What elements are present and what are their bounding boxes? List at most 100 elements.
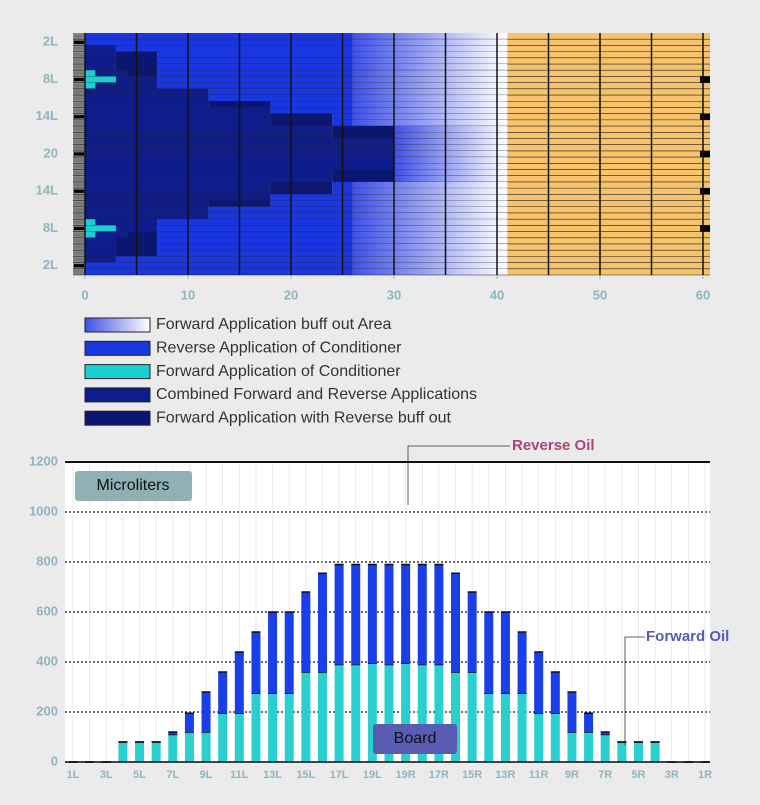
segment bbox=[157, 64, 353, 71]
gutter-mark bbox=[74, 164, 84, 169]
bar-segment bbox=[284, 612, 294, 694]
gutter-mark bbox=[74, 84, 84, 88]
legend-swatch bbox=[84, 410, 151, 426]
gutter-mark bbox=[74, 34, 84, 38]
segment bbox=[85, 237, 116, 244]
segment bbox=[352, 82, 508, 89]
segment bbox=[85, 70, 96, 77]
y-tick-label: 800 bbox=[36, 553, 58, 568]
gutter-mark bbox=[74, 177, 84, 181]
callout-line bbox=[407, 445, 510, 505]
segment bbox=[270, 188, 333, 195]
gutter-mark bbox=[74, 152, 84, 156]
x-tick-label: 0 bbox=[81, 287, 88, 302]
gutter-mark bbox=[74, 214, 84, 218]
segment bbox=[85, 256, 116, 263]
bar-segment bbox=[584, 713, 594, 732]
bar-segment bbox=[451, 672, 461, 762]
legend-label: Forward Application with Reverse buff ou… bbox=[156, 409, 452, 426]
gutter-mark bbox=[74, 264, 84, 268]
segment bbox=[85, 126, 333, 133]
gutter-mark bbox=[74, 71, 84, 75]
bar-segment bbox=[218, 672, 228, 714]
gutter-mark bbox=[74, 183, 84, 187]
segment bbox=[270, 200, 353, 207]
bar-segment bbox=[484, 693, 494, 762]
gutter-mark bbox=[74, 239, 84, 243]
arrow-mark bbox=[700, 113, 710, 120]
bar-segment bbox=[218, 713, 228, 762]
gutter-mark bbox=[74, 226, 84, 231]
segment bbox=[352, 33, 508, 40]
gutter-mark bbox=[74, 65, 84, 69]
gutter-mark bbox=[74, 208, 84, 212]
segment bbox=[85, 101, 209, 108]
y-tick-label: 20 bbox=[44, 145, 58, 160]
segment bbox=[332, 175, 394, 182]
segment bbox=[332, 132, 394, 139]
bar-segment bbox=[550, 672, 560, 714]
gutter-mark bbox=[74, 158, 84, 162]
bar-segment bbox=[168, 734, 178, 762]
segment bbox=[85, 119, 271, 127]
segment bbox=[352, 57, 508, 65]
segment bbox=[157, 76, 353, 83]
bar-segment bbox=[600, 734, 610, 762]
segment bbox=[208, 212, 353, 220]
gutter-mark bbox=[74, 189, 84, 193]
y-tick-label: 8L bbox=[43, 220, 58, 235]
segment bbox=[85, 95, 209, 102]
segment bbox=[85, 212, 209, 220]
segment bbox=[352, 113, 508, 120]
callout-line bbox=[624, 636, 645, 745]
y-tick-label: 600 bbox=[36, 603, 58, 618]
bar-segment bbox=[251, 632, 261, 694]
segment bbox=[270, 107, 353, 114]
y-tick-label: 14L bbox=[36, 183, 58, 198]
bar-segment bbox=[367, 564, 377, 664]
bar-segment bbox=[184, 713, 194, 732]
y-tick-label: 0 bbox=[51, 753, 58, 768]
x-tick-label: 60 bbox=[696, 287, 710, 302]
bar-segment bbox=[201, 692, 211, 732]
bar-segment bbox=[251, 693, 261, 762]
ylabel-box bbox=[75, 471, 192, 501]
segment bbox=[352, 237, 508, 244]
segment bbox=[394, 132, 508, 139]
gutter-mark bbox=[74, 53, 84, 57]
gutter-mark bbox=[74, 40, 84, 44]
x-axis-label: Board bbox=[394, 730, 437, 747]
segment bbox=[85, 33, 353, 40]
segment bbox=[208, 206, 353, 213]
bar-segment bbox=[284, 693, 294, 762]
segment bbox=[394, 175, 508, 182]
segment bbox=[352, 70, 508, 77]
segment bbox=[95, 231, 127, 238]
segment bbox=[352, 262, 508, 269]
y-tick-label: 1000 bbox=[29, 503, 58, 518]
segment bbox=[394, 163, 508, 170]
bar-segment bbox=[617, 742, 627, 762]
segment bbox=[85, 243, 116, 251]
bar-segment bbox=[351, 664, 361, 762]
bar-segment bbox=[500, 693, 510, 762]
segment bbox=[270, 119, 333, 127]
x-tick-label: 11R bbox=[529, 769, 549, 781]
segment bbox=[394, 169, 508, 176]
segment bbox=[208, 95, 353, 102]
gutter-mark bbox=[74, 46, 84, 51]
x-tick-label: 15R bbox=[462, 769, 482, 781]
x-tick-label: 17R bbox=[429, 769, 449, 781]
segment bbox=[85, 250, 116, 257]
bar-segment bbox=[334, 664, 344, 762]
gutter-mark bbox=[74, 133, 84, 137]
bar-segment bbox=[234, 713, 244, 762]
segment bbox=[157, 250, 353, 257]
bar-segment bbox=[367, 663, 377, 762]
segment bbox=[352, 64, 508, 71]
segment bbox=[332, 126, 394, 133]
legend-label: Combined Forward and Reverse Application… bbox=[156, 386, 477, 403]
x-tick-label: 3R bbox=[665, 769, 679, 781]
bar-segment bbox=[118, 742, 128, 762]
